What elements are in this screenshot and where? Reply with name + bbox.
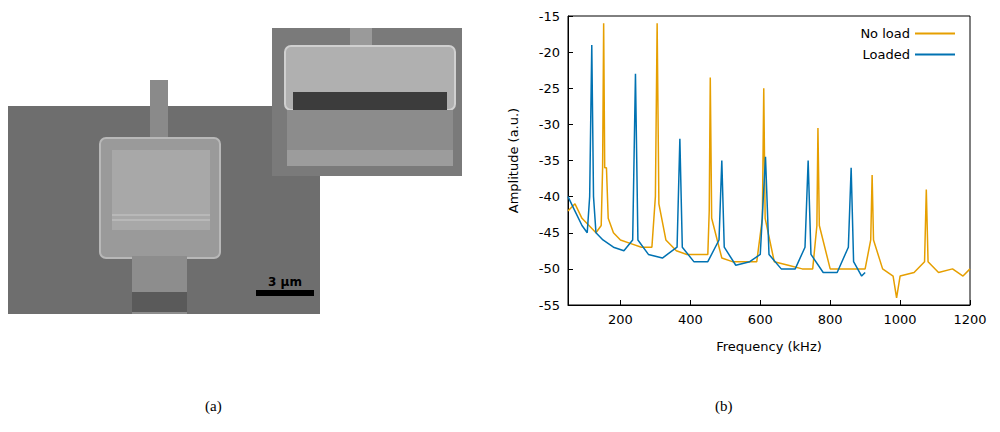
svg-text:-15: -15 bbox=[539, 9, 560, 24]
svg-text:1200: 1200 bbox=[953, 312, 986, 327]
svg-text:Amplitude (a.u.): Amplitude (a.u.) bbox=[506, 108, 521, 213]
svg-text:-35: -35 bbox=[539, 153, 560, 168]
svg-text:-40: -40 bbox=[539, 189, 560, 204]
svg-text:-30: -30 bbox=[539, 117, 560, 132]
svg-text:400: 400 bbox=[678, 312, 703, 327]
svg-text:No load: No load bbox=[860, 26, 910, 41]
svg-text:Loaded: Loaded bbox=[863, 47, 910, 62]
html-text:(b): (b) bbox=[715, 398, 733, 414]
svg-text:-55: -55 bbox=[539, 298, 560, 313]
svg-text:-20: -20 bbox=[539, 45, 560, 60]
svg-text:200: 200 bbox=[608, 312, 633, 327]
svg-text:-50: -50 bbox=[539, 261, 560, 276]
svg-text:Frequency (kHz): Frequency (kHz) bbox=[716, 339, 822, 354]
svg-text:800: 800 bbox=[818, 312, 843, 327]
svg-text:-25: -25 bbox=[539, 81, 560, 96]
svg-text:-45: -45 bbox=[539, 225, 560, 240]
html-text:(a): (a) bbox=[205, 398, 222, 414]
svg-text:600: 600 bbox=[748, 312, 773, 327]
svg-text:1000: 1000 bbox=[884, 312, 917, 327]
svg-text:3 μm: 3 μm bbox=[268, 275, 302, 289]
